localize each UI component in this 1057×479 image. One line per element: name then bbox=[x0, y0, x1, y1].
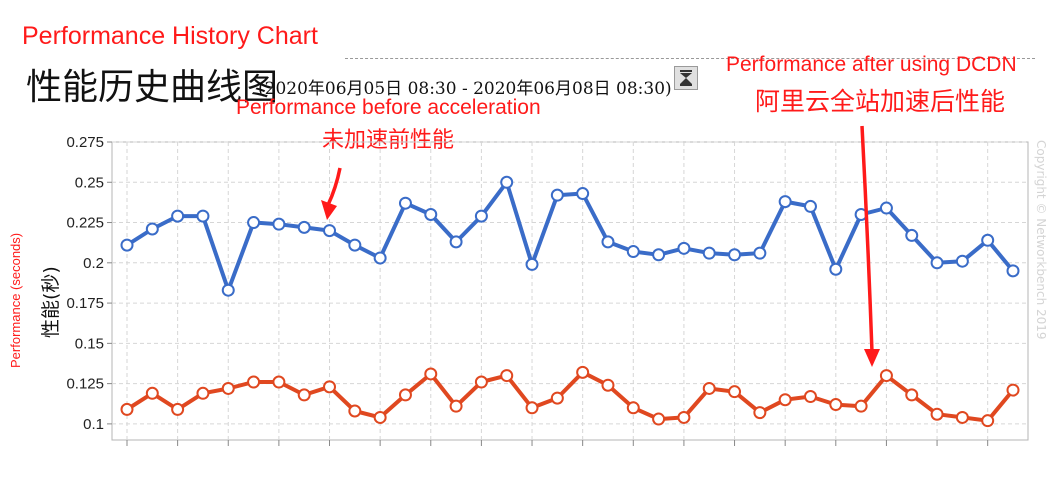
data-point-before bbox=[500, 175, 514, 189]
data-point-before bbox=[196, 209, 210, 223]
data-point-after bbox=[778, 393, 792, 407]
annotation-after-cn: 阿里云全站加速后性能 bbox=[755, 87, 1006, 116]
annotation-after-en: Performance after using DCDN bbox=[726, 53, 1017, 76]
chart-top-title: Performance History Chart bbox=[22, 22, 318, 50]
data-point-before bbox=[905, 228, 919, 242]
data-point-before bbox=[576, 187, 590, 201]
chart-cn-title: 性能历史曲线图 bbox=[26, 67, 279, 108]
data-point-before bbox=[323, 224, 337, 238]
data-point-after bbox=[221, 381, 235, 395]
data-point-before bbox=[424, 207, 438, 221]
data-point-before bbox=[652, 248, 666, 262]
data-point-after bbox=[272, 375, 286, 389]
export-button[interactable] bbox=[674, 66, 698, 90]
data-point-after bbox=[728, 385, 742, 399]
data-point-after bbox=[702, 381, 716, 395]
data-point-after bbox=[145, 386, 159, 400]
data-point-after bbox=[652, 412, 666, 426]
data-point-after bbox=[854, 399, 868, 413]
date-range: (2020年06月05日 08:30 - 2020年06月08日 08:30) bbox=[258, 79, 672, 99]
plot-frame bbox=[111, 141, 1029, 441]
data-point-before bbox=[398, 196, 412, 210]
data-point-before bbox=[955, 254, 969, 268]
data-point-before bbox=[677, 241, 691, 255]
download-icon bbox=[680, 70, 692, 86]
data-point-after bbox=[981, 414, 995, 428]
data-point-after bbox=[348, 404, 362, 418]
data-point-after bbox=[955, 410, 969, 424]
data-point-after bbox=[803, 390, 817, 404]
data-point-after bbox=[550, 391, 564, 405]
data-point-after bbox=[247, 375, 261, 389]
data-point-before bbox=[247, 216, 261, 230]
data-point-before bbox=[474, 209, 488, 223]
data-point-before bbox=[626, 245, 640, 259]
data-point-before bbox=[778, 195, 792, 209]
data-point-before bbox=[550, 188, 564, 202]
y-tick-label: 0.275 bbox=[66, 134, 104, 151]
data-point-after bbox=[1006, 383, 1020, 397]
annotation-before-en: Performance before acceleration bbox=[236, 96, 541, 119]
y-tick-label: 0.125 bbox=[66, 376, 104, 393]
data-point-before bbox=[829, 262, 843, 276]
y-tick-label: 0.175 bbox=[66, 295, 104, 312]
data-point-before bbox=[930, 256, 944, 270]
y-tick-label: 0.225 bbox=[66, 215, 104, 232]
annotation-arrow-after bbox=[860, 125, 874, 353]
series-line-before bbox=[125, 180, 1015, 293]
y-tick-label: 0.2 bbox=[83, 255, 104, 272]
data-point-before bbox=[145, 222, 159, 236]
annotation-arrow-before bbox=[326, 167, 342, 206]
data-point-after bbox=[196, 386, 210, 400]
data-point-after bbox=[171, 402, 185, 416]
data-point-after bbox=[525, 401, 539, 415]
title-divider bbox=[345, 58, 1035, 59]
data-point-after bbox=[879, 369, 893, 383]
annotation-arrowhead-after bbox=[864, 349, 880, 367]
data-point-after bbox=[500, 369, 514, 383]
data-point-after bbox=[829, 398, 843, 412]
data-point-before bbox=[728, 248, 742, 262]
data-point-before bbox=[753, 246, 767, 260]
data-point-after bbox=[323, 380, 337, 394]
annotation-before-cn: 未加速前性能 bbox=[322, 128, 455, 153]
series-line-after bbox=[125, 370, 1015, 423]
data-point-after bbox=[753, 406, 767, 420]
data-point-after bbox=[373, 410, 387, 424]
y-tick-label: 0.15 bbox=[75, 335, 104, 352]
data-point-before bbox=[449, 235, 463, 249]
data-point-after bbox=[474, 375, 488, 389]
data-point-after bbox=[297, 388, 311, 402]
data-point-before bbox=[879, 201, 893, 215]
y-tick-label: 0.1 bbox=[83, 416, 104, 433]
data-point-before bbox=[348, 238, 362, 252]
data-point-after bbox=[677, 410, 691, 424]
data-point-after bbox=[576, 365, 590, 379]
data-point-before bbox=[373, 251, 387, 265]
data-point-before bbox=[981, 233, 995, 247]
data-point-before bbox=[1006, 264, 1020, 278]
data-point-after bbox=[905, 388, 919, 402]
data-point-after bbox=[398, 388, 412, 402]
annotation-arrowhead-before bbox=[321, 200, 337, 220]
data-point-after bbox=[601, 378, 615, 392]
data-point-after bbox=[626, 401, 640, 415]
data-point-after bbox=[120, 402, 134, 416]
data-point-after bbox=[930, 407, 944, 421]
data-point-before bbox=[120, 238, 134, 252]
data-point-before bbox=[702, 246, 716, 260]
data-point-before bbox=[601, 235, 615, 249]
data-point-before bbox=[171, 209, 185, 223]
data-point-before bbox=[272, 217, 286, 231]
data-point-after bbox=[449, 399, 463, 413]
y-tick-label: 0.25 bbox=[75, 174, 104, 191]
data-point-before bbox=[525, 257, 539, 271]
data-point-after bbox=[424, 367, 438, 381]
data-point-before bbox=[221, 283, 235, 297]
data-point-before bbox=[803, 199, 817, 213]
data-point-before bbox=[297, 220, 311, 234]
